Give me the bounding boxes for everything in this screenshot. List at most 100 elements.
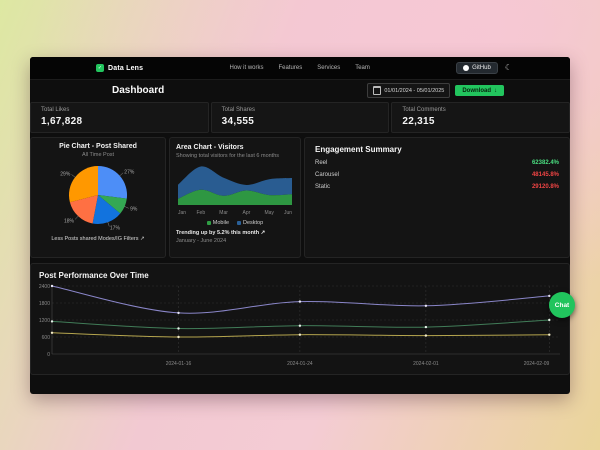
- data-point-yellow-series: [424, 334, 428, 337]
- navbar: ✓ Data Lens How it works Features Servic…: [30, 57, 570, 80]
- data-point-yellow-series: [298, 333, 302, 336]
- charts-row: Pie Chart - Post Shared All Time Post 27…: [30, 137, 570, 258]
- stat-card-likes: Total Likes 1,67,828: [30, 102, 209, 133]
- date-range-value: 01/01/2024 - 05/01/2025: [384, 87, 445, 94]
- pie-slice-label: 27%: [124, 170, 135, 176]
- page-title: Dashboard: [112, 85, 165, 96]
- area-chart-subtitle: Showing total visitors for the last 6 mo…: [176, 153, 280, 159]
- data-point-green-series: [548, 318, 551, 322]
- logo-icon: ✓: [96, 64, 104, 72]
- pie-slice: [68, 166, 98, 203]
- area-x-tick-label: May: [264, 210, 274, 216]
- pie-label-leader: [119, 172, 124, 177]
- download-button[interactable]: Download ↓: [455, 85, 504, 96]
- stat-value: 1,67,828: [41, 116, 83, 127]
- github-label: GitHub: [472, 65, 491, 71]
- data-point-green-series: [424, 325, 428, 329]
- legend-label: Desktop: [243, 220, 264, 226]
- area-chart-title: Area Chart - Visitors: [176, 144, 244, 151]
- y-tick-label: 1200: [39, 318, 50, 324]
- pie-slice-label: 9%: [130, 207, 138, 213]
- nav-right: GitHub ☾: [456, 62, 512, 74]
- stats-row: Total Likes 1,67,828 Total Shares 34,555…: [30, 102, 570, 133]
- engagement-value: 62382.4%: [531, 160, 559, 166]
- app-window: ✓ Data Lens How it works Features Servic…: [30, 57, 570, 394]
- x-tick-label: 2024-02-09: [524, 361, 550, 367]
- y-tick-label: 1800: [39, 301, 50, 307]
- engagement-label: Carousel: [315, 172, 340, 178]
- pie-chart-subtitle: All Time Post: [81, 152, 115, 158]
- engagement-label: Static: [315, 184, 331, 190]
- download-label: Download: [462, 87, 491, 94]
- data-point-purple-series: [177, 311, 180, 315]
- pie-label-leader: [107, 221, 110, 227]
- pie-slice-label: 18%: [64, 218, 75, 224]
- pie-slice-label: 29%: [60, 171, 71, 177]
- performance-chart-card: Post Performance Over Time 0 600 1200 1800 2…: [30, 263, 570, 375]
- area-chart-period-text: January - June 2024: [176, 238, 227, 244]
- nav-link-services[interactable]: Services: [317, 65, 341, 71]
- nav-links: How it works Features Services Team: [143, 65, 456, 71]
- area-x-tick-label: Apr: [243, 210, 251, 216]
- performance-chart-title: Post Performance Over Time: [39, 271, 149, 280]
- data-point-green-series: [50, 320, 54, 323]
- data-point-green-series: [298, 324, 302, 327]
- pie-slice: [92, 195, 121, 225]
- calendar-icon: [373, 86, 382, 95]
- pie-chart: 27% 9% 17% 18% 29%: [60, 165, 138, 232]
- github-button[interactable]: GitHub: [456, 62, 498, 74]
- download-icon: ↓: [494, 87, 497, 94]
- pie-chart-card: Pie Chart - Post Shared All Time Post 27…: [30, 137, 166, 258]
- pie-chart-title: Pie Chart - Post Shared: [59, 143, 137, 150]
- theme-toggle-icon[interactable]: ☾: [504, 63, 512, 72]
- stat-value: 34,555: [221, 116, 255, 127]
- engagement-summary-card: Engagement Summary Reel 62382.4% Carouse…: [304, 137, 570, 258]
- header-actions: 01/01/2024 - 05/01/2025 Download ↓: [367, 83, 504, 98]
- pie-slice: [98, 195, 127, 214]
- data-point-yellow-series: [177, 335, 180, 339]
- engagement-row-reel: Reel 62382.4%: [315, 160, 559, 166]
- data-point-purple-series: [50, 284, 54, 288]
- data-point-purple-series: [424, 304, 428, 307]
- pie-slice-label: 17%: [110, 226, 121, 232]
- line-chart: 0 600 1200 1800 2400 2024-01-16 2024-01-24 2024…: [39, 284, 560, 367]
- y-tick-label: 2400: [39, 284, 50, 290]
- brand[interactable]: ✓ Data Lens: [96, 64, 143, 72]
- stat-card-shares: Total Shares 34,555: [210, 102, 390, 133]
- data-point-yellow-series: [548, 333, 551, 336]
- nav-link-features[interactable]: Features: [278, 65, 303, 71]
- engagement-label: Reel: [315, 160, 328, 166]
- area-x-tick-label: Feb: [196, 210, 205, 216]
- area-mobile: [178, 189, 292, 205]
- stat-label: Total Shares: [221, 107, 256, 113]
- mobile-swatch-icon: [206, 221, 211, 225]
- pie-slice: [69, 195, 98, 224]
- data-point-purple-series: [548, 294, 551, 298]
- pie-label-leader: [74, 215, 79, 220]
- desktop-swatch-icon: [237, 221, 241, 225]
- engagement-value: 48145.8%: [531, 172, 559, 178]
- page-header: Dashboard 01/01/2024 - 05/01/2025 Downlo…: [30, 80, 570, 101]
- area-chart-card: Area Chart - Visitors Showing total visi…: [169, 137, 301, 258]
- pie-slice: [98, 165, 128, 199]
- area-chart: Jan Feb Mar Apr May Jun: [178, 166, 292, 216]
- x-tick-label: 2024-01-24: [287, 361, 313, 367]
- data-point-green-series: [177, 327, 180, 330]
- y-tick-label: 0: [47, 352, 50, 358]
- area-x-tick-label: Mar: [219, 210, 228, 216]
- stat-label: Total Comments: [402, 107, 446, 113]
- area-chart-legend: Mobile Desktop: [176, 220, 294, 226]
- nav-link-team[interactable]: Team: [355, 65, 370, 71]
- date-range-input[interactable]: 01/01/2024 - 05/01/2025: [367, 83, 451, 98]
- pie-chart-footer: Less Posts shared Modes/IG Filters ↗: [51, 236, 145, 242]
- engagement-value: 29120.8%: [531, 184, 559, 190]
- chat-button[interactable]: Chat: [549, 292, 575, 318]
- x-tick-label: 2024-01-16: [166, 361, 192, 367]
- nav-link-how-it-works[interactable]: How it works: [229, 65, 264, 71]
- engagement-row-static: Static 29120.8%: [315, 184, 559, 190]
- legend-item-mobile: Mobile: [206, 220, 229, 226]
- area-x-tick-label: Jan: [178, 210, 186, 216]
- stat-card-comments: Total Comments 22,315: [391, 102, 570, 133]
- pie-label-leader: [71, 174, 76, 178]
